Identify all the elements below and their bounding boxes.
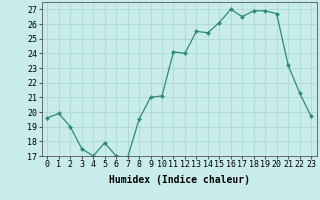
X-axis label: Humidex (Indice chaleur): Humidex (Indice chaleur)	[109, 175, 250, 185]
